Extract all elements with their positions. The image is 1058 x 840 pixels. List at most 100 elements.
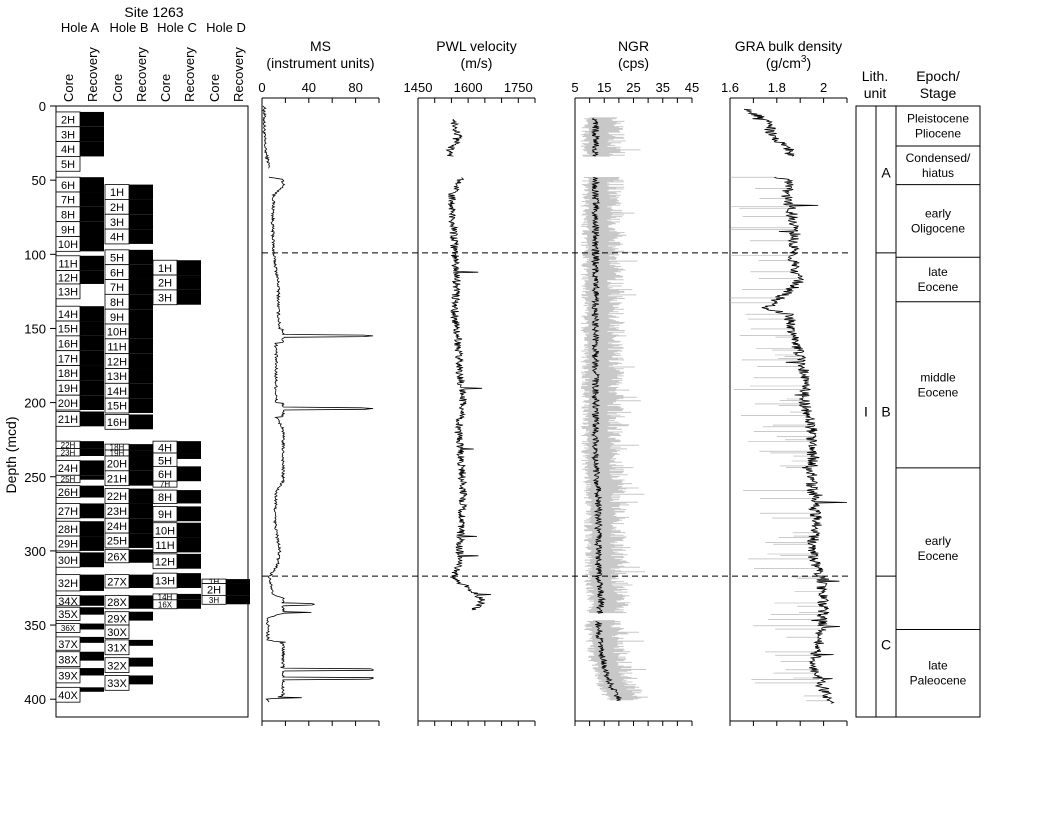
figure-title: Site 1263 <box>124 4 183 20</box>
track-tick-label: 15 <box>597 80 611 95</box>
track-title: GRA bulk density <box>735 38 842 54</box>
recovery-bar <box>80 221 104 237</box>
recovery-bar <box>129 279 153 295</box>
recovery-bar <box>80 552 104 568</box>
recovery-bar <box>226 595 250 605</box>
recovery-bar <box>80 192 104 207</box>
core-label: 15H <box>58 324 78 336</box>
core-label: 11H <box>58 258 77 270</box>
recovery-bar <box>80 270 104 284</box>
core-label: 9H <box>158 509 172 521</box>
dashed-boundaries <box>262 252 849 577</box>
recovery-bar <box>129 639 153 646</box>
track-title: PWL velocity <box>436 38 516 54</box>
core-label: 2H <box>207 585 221 597</box>
recovery-bar <box>80 111 104 127</box>
core-label: 10H <box>107 327 127 339</box>
recovery-bar <box>80 503 104 519</box>
epoch-label: Oligocene <box>911 221 965 235</box>
core-label: 27X <box>107 576 127 588</box>
core-label: 1H <box>158 263 172 275</box>
epoch-label: late <box>928 659 948 673</box>
core-label: 21H <box>58 414 78 426</box>
recovery-bar <box>80 177 104 193</box>
track-title: NGR <box>618 38 649 54</box>
core-label: 14H <box>58 309 78 321</box>
core-label: 29X <box>107 614 127 626</box>
recovery-bar <box>129 611 153 621</box>
series-pwl <box>445 118 492 611</box>
core-box <box>104 639 130 656</box>
core-label: 17H <box>58 353 78 365</box>
recovery-bar <box>80 395 104 411</box>
track-tick-label: 1.8 <box>768 80 786 95</box>
core-box <box>55 636 81 651</box>
recovery-col-label: Recovery <box>182 47 197 102</box>
track-tick-label: 5 <box>571 80 578 95</box>
recovery-bar <box>129 184 153 200</box>
depth-tick-label: 250 <box>24 470 46 485</box>
core-label: 18H <box>58 368 78 380</box>
lith-header: Lith. <box>862 68 888 84</box>
recovery-bar <box>80 448 104 456</box>
recovery-bar <box>80 485 104 498</box>
recovery-bar <box>80 636 104 643</box>
recovery-col-label: Recovery <box>134 47 149 102</box>
depth-tick-label: 150 <box>24 321 46 336</box>
recovery-bar <box>129 455 153 471</box>
core-label: 9H <box>61 224 75 236</box>
core-label: 2H <box>61 115 75 127</box>
core-label: 20H <box>107 459 127 471</box>
recovery-bar <box>129 324 153 339</box>
recovery-bar <box>129 488 153 504</box>
recovery-bar <box>129 294 153 310</box>
lith-subunit-label: A <box>881 165 891 181</box>
recovery-bar <box>80 335 104 351</box>
depth-tick-label: 200 <box>24 396 46 411</box>
core-label: 13H <box>155 576 175 588</box>
core-label: 32H <box>58 578 78 590</box>
recovery-bar <box>129 574 153 588</box>
lithology-column: Lith.unit I A B C <box>855 68 897 718</box>
epoch-label: late <box>928 265 948 279</box>
core-label: 8H <box>158 492 172 504</box>
track-tick-label: 1.6 <box>721 80 739 95</box>
core-label: 4H <box>158 442 172 454</box>
core-box <box>152 480 178 488</box>
recovery-bar <box>177 573 201 588</box>
core-label: 2H <box>158 278 172 290</box>
epoch-label: early <box>925 534 951 548</box>
epoch-label: Pliocene <box>915 127 961 141</box>
core-label: 16X <box>158 600 173 609</box>
core-label: 10H <box>155 525 175 537</box>
core-label: 28X <box>107 597 127 609</box>
track-title: MS <box>310 38 331 54</box>
epoch-label: Eocene <box>918 280 959 294</box>
epoch-frame <box>895 105 981 718</box>
core-label: 11H <box>155 540 174 552</box>
core-label: 28H <box>58 524 78 536</box>
epoch-header-2: Stage <box>920 85 957 101</box>
recovery-bar <box>80 350 104 366</box>
hole-label: Hole C <box>157 20 197 35</box>
core-label: 1H <box>110 187 124 199</box>
depth-tick-label: 350 <box>24 618 46 633</box>
track-tick-label: 1450 <box>404 80 433 95</box>
track-tick-label: 2 <box>820 80 827 95</box>
track-tick-label: 35 <box>656 80 670 95</box>
recovery-bar <box>177 289 201 305</box>
core-label: 15H <box>107 401 127 413</box>
track-tick-label: 80 <box>348 80 362 95</box>
core-col-label: Core <box>61 74 76 102</box>
epoch-label: hiatus <box>922 166 954 180</box>
series-gra <box>743 108 848 704</box>
track-tick-label: 45 <box>685 80 699 95</box>
track-tick-label: 1750 <box>504 80 533 95</box>
core-label: 7H <box>61 195 75 207</box>
core-box <box>55 156 81 172</box>
core-label: 13H <box>107 371 127 383</box>
track-units-end: ) <box>806 55 811 71</box>
core-label: 23H <box>61 448 76 457</box>
